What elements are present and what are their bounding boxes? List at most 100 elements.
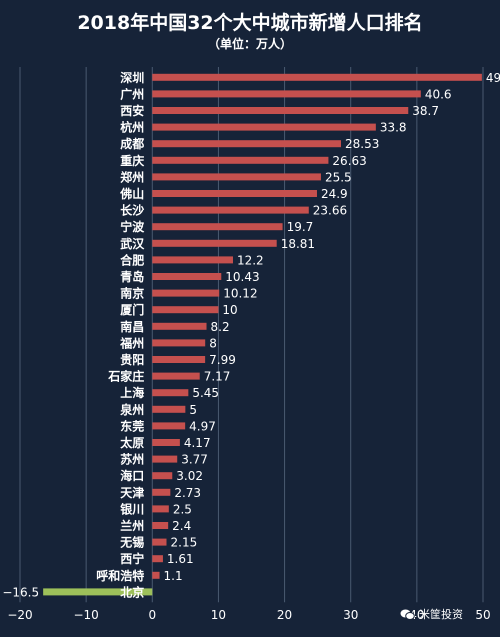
category-label: 深圳: [120, 70, 144, 85]
x-tick-label: 20: [277, 608, 292, 622]
value-label: 40.6: [425, 87, 452, 101]
x-tick-label: 50: [475, 608, 490, 622]
chart-subtitle: （单位：万人）: [207, 37, 292, 51]
value-label: 2.15: [171, 536, 198, 550]
category-label: 银川: [120, 501, 144, 516]
bar: [152, 273, 222, 280]
bar: [152, 339, 206, 347]
bar: [43, 588, 153, 596]
value-label: 33.8: [380, 121, 407, 135]
category-label: 太原: [120, 435, 144, 450]
bar: [152, 372, 200, 380]
category-label: 西宁: [120, 551, 144, 566]
value-label: 49.83: [486, 71, 500, 85]
category-label: 厦门: [120, 302, 144, 317]
value-label: 19.7: [287, 220, 314, 234]
bar: [152, 538, 167, 546]
bar: [152, 90, 421, 98]
x-tick-label: −10: [73, 608, 98, 622]
bar: [152, 422, 186, 430]
value-label: 2.5: [173, 502, 192, 516]
category-label: 西安: [120, 103, 144, 118]
value-label: 10: [222, 303, 237, 317]
value-label: 10.12: [223, 287, 257, 301]
bar: [152, 488, 171, 496]
bar: [152, 206, 309, 214]
category-label: 兰州: [120, 518, 144, 533]
watermark-text: 米筐投资: [419, 608, 463, 621]
category-label: 青岛: [120, 269, 144, 284]
value-label: 18.81: [281, 237, 315, 251]
bar: [152, 405, 186, 413]
category-label: 南昌: [120, 319, 144, 334]
bar: [152, 140, 341, 148]
category-label: 合肥: [120, 252, 144, 267]
bar: [152, 73, 482, 81]
value-label: 3.02: [176, 469, 203, 483]
x-tick-label: 30: [343, 608, 358, 622]
value-label: 25.5: [325, 170, 352, 184]
bar: [152, 522, 169, 529]
bar: [152, 571, 160, 579]
value-label: 2.73: [174, 486, 201, 500]
value-label: 5.45: [192, 386, 219, 400]
category-label: 泉州: [120, 402, 144, 417]
category-label: 贵阳: [120, 352, 144, 367]
category-label: 长沙: [120, 203, 144, 218]
category-label: 广州: [120, 86, 144, 101]
x-tick-label: 0: [148, 608, 156, 622]
bar: [152, 306, 219, 314]
wechat-icon: [400, 609, 415, 620]
category-label: 佛山: [119, 186, 144, 201]
value-label: 26.63: [332, 154, 366, 168]
category-label: 海口: [120, 468, 144, 483]
x-tick-label: 40: [409, 608, 424, 622]
bar: [152, 289, 220, 297]
value-label: 7.99: [209, 353, 236, 367]
value-label: 23.66: [313, 204, 347, 218]
bar: [152, 107, 409, 114]
bar: [152, 389, 189, 397]
category-label: 杭州: [120, 120, 144, 135]
bar: [152, 223, 283, 231]
category-label: 石家庄: [107, 369, 144, 384]
bar: [152, 256, 233, 264]
bar: [152, 322, 207, 330]
category-label: 东莞: [120, 418, 144, 433]
value-label: 10.43: [225, 270, 259, 284]
category-label: 成都: [120, 136, 144, 151]
x-tick-label: −20: [7, 608, 32, 622]
value-label: 12.2: [237, 253, 264, 267]
bar: [152, 356, 206, 363]
value-label: 2.4: [172, 519, 191, 533]
value-label: 8.2: [211, 320, 230, 334]
value-label: 28.53: [345, 137, 379, 151]
value-label: −16.5: [2, 585, 39, 599]
category-label: 宁波: [120, 219, 145, 234]
value-label: 1.61: [167, 552, 194, 566]
bar: [152, 156, 329, 164]
value-label: 5: [189, 403, 197, 417]
category-label: 天津: [120, 485, 144, 500]
category-label: 南京: [120, 286, 144, 301]
bar: [152, 173, 321, 181]
bar: [152, 239, 277, 247]
value-label: 8: [209, 336, 217, 350]
value-label: 38.7: [412, 104, 439, 118]
bar: [152, 472, 173, 480]
chart-title: 2018年中国32个大中城市新增人口排名: [77, 12, 423, 34]
value-label: 24.9: [321, 187, 348, 201]
value-label: 4.97: [189, 419, 216, 433]
bar: [152, 455, 178, 463]
category-label: 福州: [119, 335, 144, 350]
category-label: 无锡: [119, 535, 144, 550]
x-tick-label: 10: [211, 608, 226, 622]
category-label: 武汉: [120, 236, 145, 251]
bar: [152, 439, 180, 446]
value-label: 4.17: [184, 436, 211, 450]
category-label: 重庆: [120, 153, 144, 168]
bar: [152, 555, 163, 563]
value-label: 1.1: [164, 569, 183, 583]
category-label: 北京: [120, 584, 144, 599]
value-label: 7.17: [204, 370, 231, 384]
